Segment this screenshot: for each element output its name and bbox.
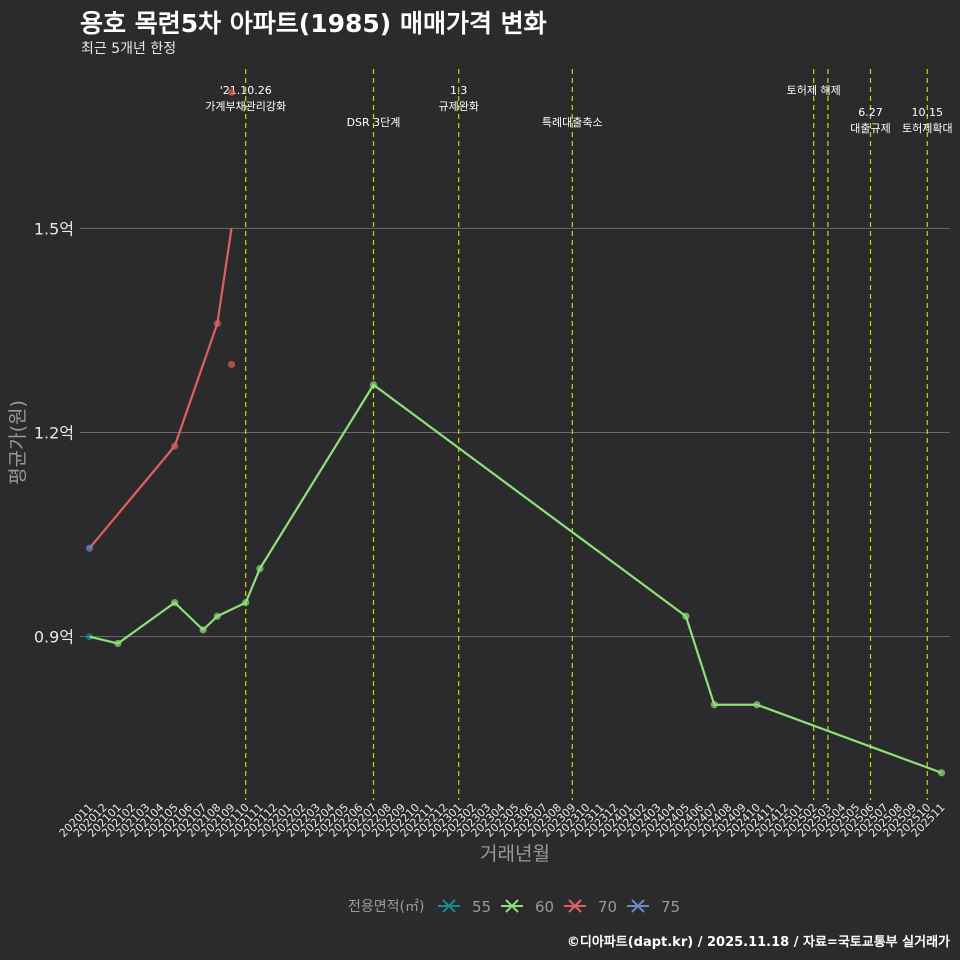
event-label: 토허제확대 [902,122,953,135]
event-label: 토허제 해제 [787,83,841,97]
series-75-point [85,544,94,552]
event-label: 규제완화 [438,100,478,113]
series-60-point [256,565,264,573]
series-60-point [369,381,378,389]
y-tick-label: 0.9억 [34,628,74,647]
event-label: 가계부채관리강화 [205,100,286,113]
series-70-line [88,228,233,549]
series-60-point [213,612,221,620]
event-label: '21.10.26 [220,84,272,97]
series-70-point [171,442,179,450]
event-label: 대출규제 [850,122,890,135]
legend-label: 75 [661,898,680,916]
series-60-line [89,383,942,774]
series-60-point [710,701,718,709]
legend-key-mark [631,899,645,913]
series-60-point [242,599,250,607]
event-label: DSR 3단계 [347,116,401,129]
event-label: 1.3 [450,84,468,97]
series-60-point [199,626,207,634]
legend-key-mark [442,899,456,913]
legend-label: 60 [535,898,554,916]
legend-title: 전용면적(㎡) [348,899,424,915]
source-caption: ©디아파트(dapt.kr) / 2025.11.18 / 자료=국토교통부 실… [566,935,950,950]
series-60-point [114,639,122,648]
chart-title: 용호 목련5차 아파트(1985) 매매가격 변화 [80,9,547,38]
series-70-point [213,320,221,328]
series-60-point [171,599,179,607]
event-label: 10.15 [912,106,944,119]
legend-label: 70 [598,898,617,916]
series-60-point [937,769,946,777]
series-60-point [682,612,690,620]
series-60-point [753,701,761,709]
legend-key-mark [505,899,519,913]
series-70-point [227,88,236,96]
legend-label: 55 [472,898,491,916]
event-label: 6.27 [858,106,883,119]
legend-key-mark [568,899,582,913]
y-tick-label: 1.2억 [34,424,74,443]
x-axis-title: 거래년월 [480,843,550,865]
chart-subtitle: 최근 5개년 한정 [81,41,177,57]
event-label: 특례대출축소 [542,116,603,129]
y-axis-title: 평균가(원) [7,400,29,485]
series-70-point [227,360,236,369]
y-tick-label: 1.5억 [34,219,74,238]
